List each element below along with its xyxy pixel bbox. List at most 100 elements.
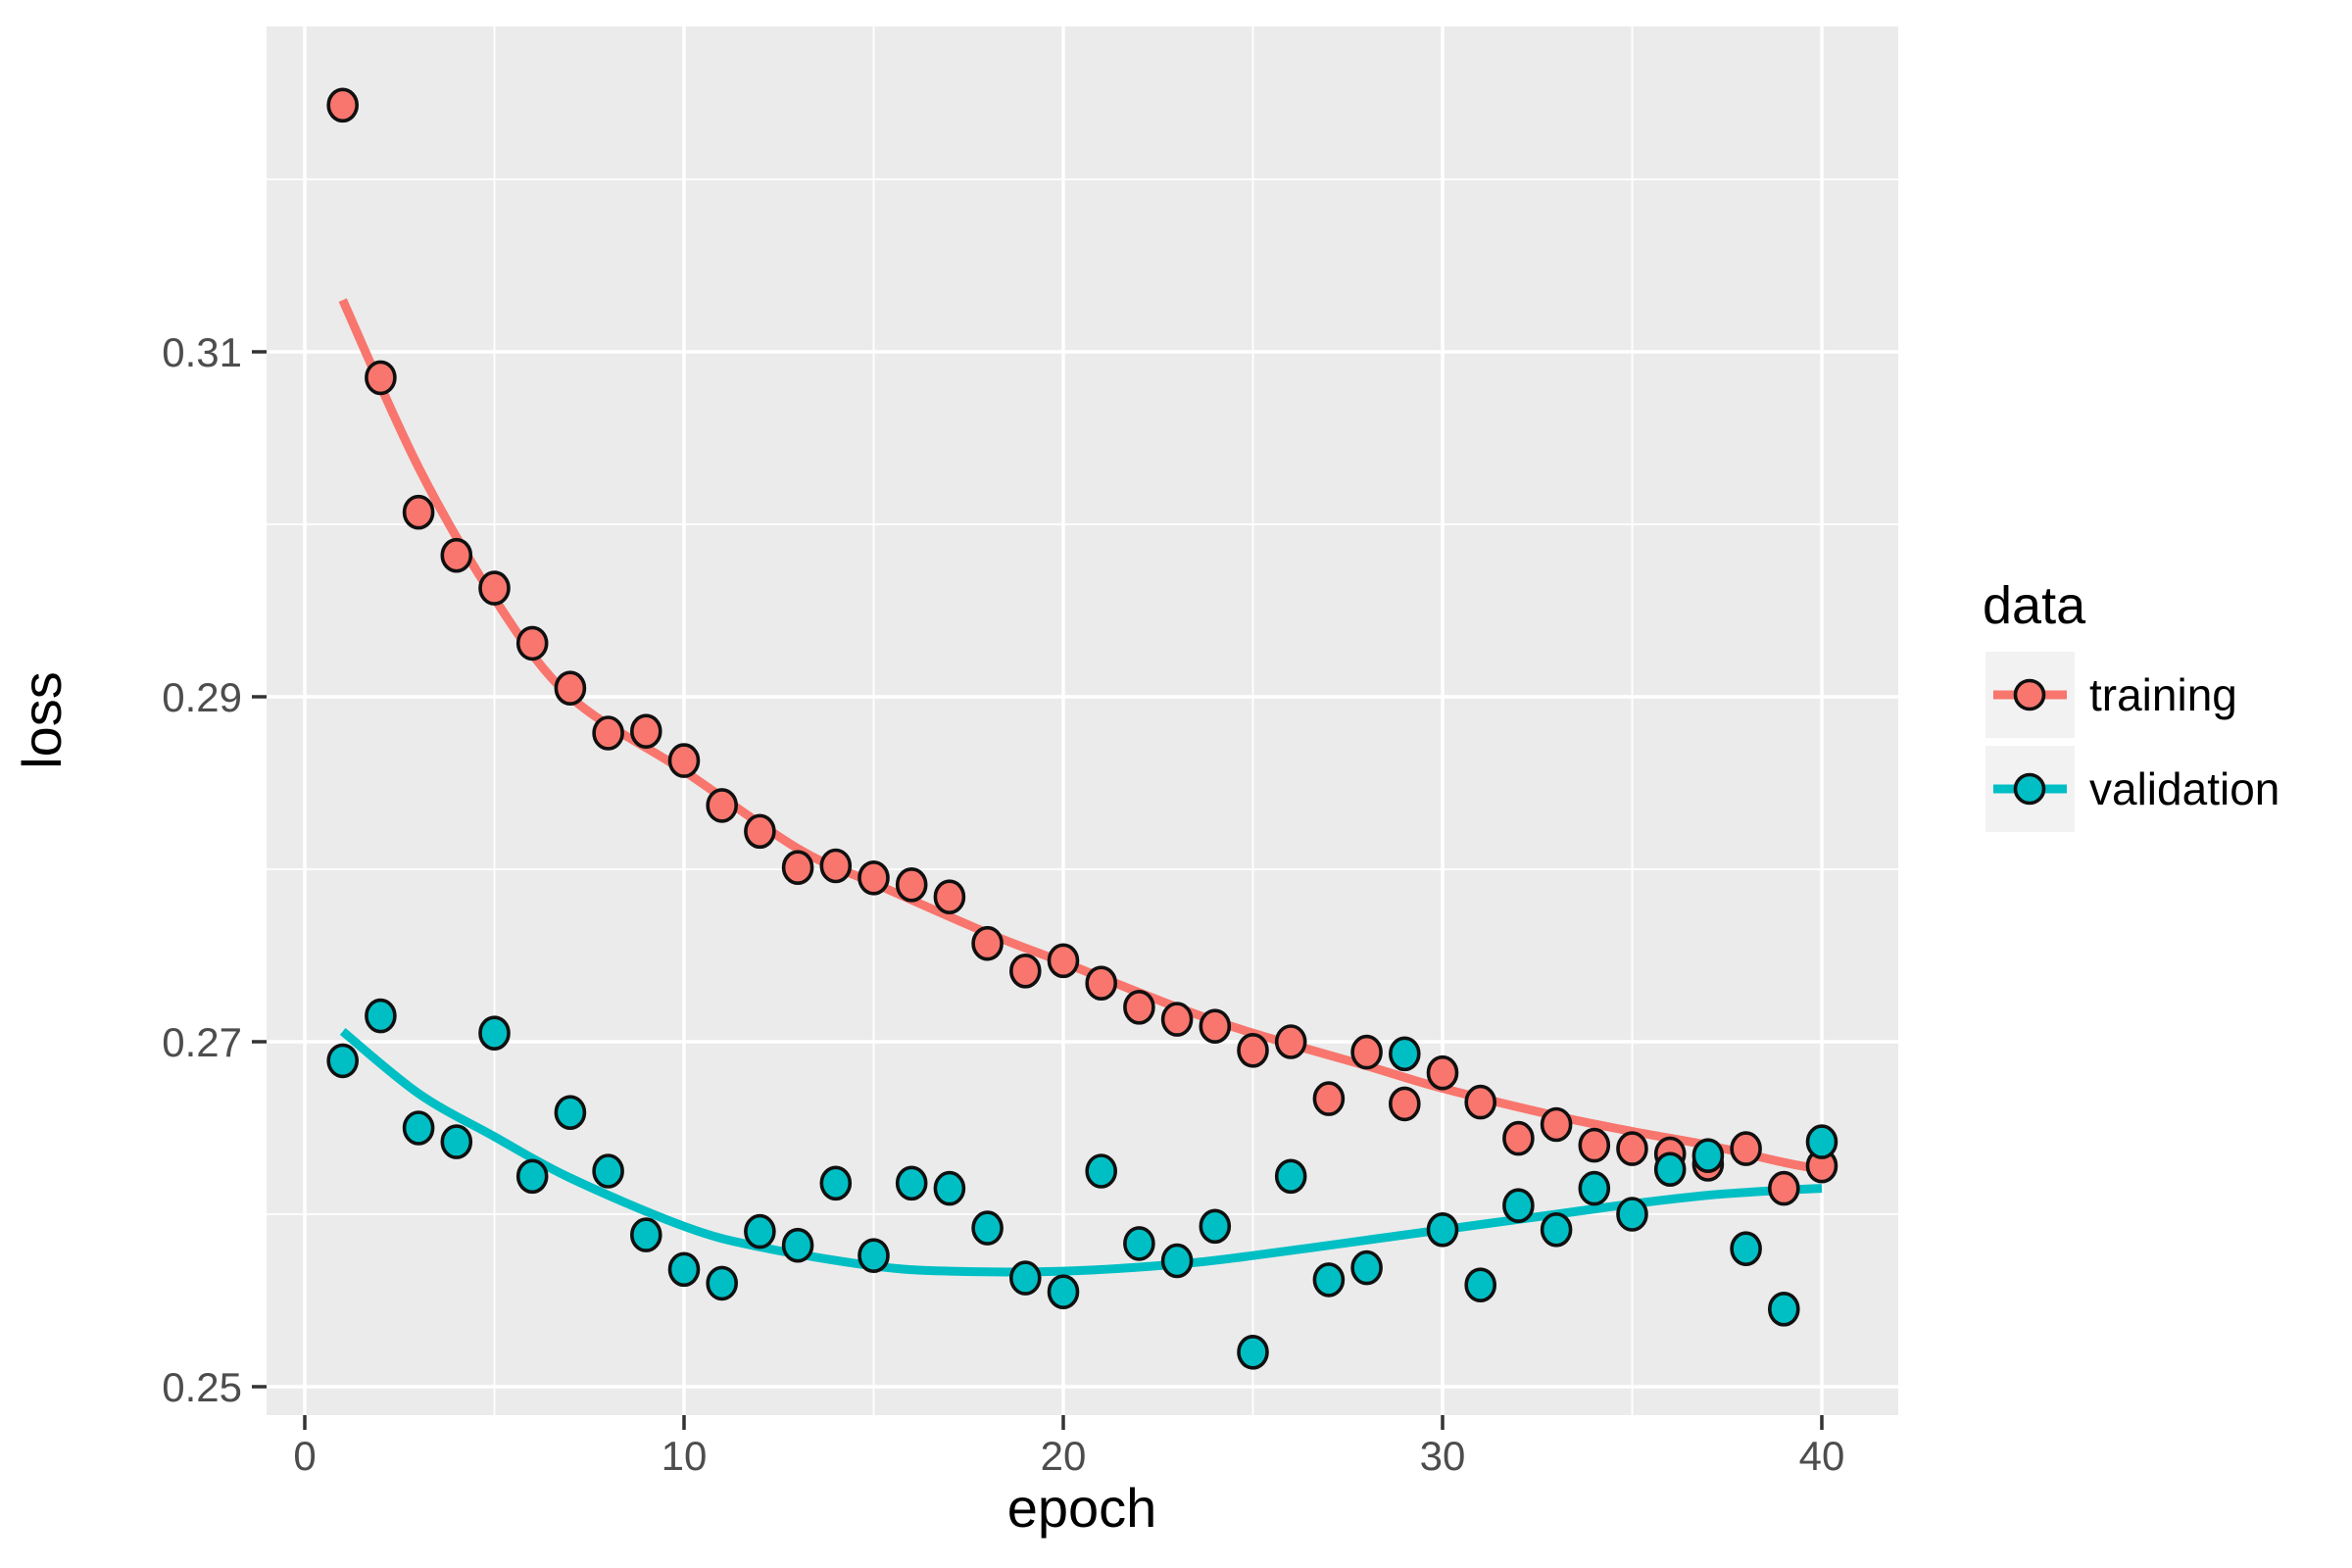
data-point-training (554, 670, 587, 707)
data-point-training (1389, 1086, 1421, 1122)
legend-entry-validation: validation (1985, 746, 2279, 832)
data-point-training (1009, 953, 1042, 989)
data-point-training (895, 866, 928, 903)
data-point-training (1085, 965, 1117, 1002)
x-axis-title: epoch (1007, 1477, 1157, 1539)
data-point-validation (554, 1095, 587, 1130)
data-point-training (1274, 1024, 1307, 1059)
data-point-validation (1805, 1124, 1838, 1159)
data-point-validation (629, 1217, 662, 1252)
data-point-validation (971, 1210, 1004, 1246)
legend-key-point-training (2013, 678, 2046, 711)
data-point-training (781, 850, 814, 886)
data-point-training (1123, 990, 1155, 1025)
major-gridlines (267, 26, 1898, 1415)
data-point-training (819, 848, 853, 884)
data-point-training (933, 879, 966, 915)
data-point-validation (1426, 1212, 1459, 1248)
data-point-validation (1540, 1212, 1573, 1248)
data-point-training (1464, 1084, 1496, 1120)
data-point-training (1047, 943, 1080, 979)
data-point-training (402, 494, 435, 530)
data-point-training (1502, 1120, 1535, 1156)
data-point-training (1350, 1034, 1383, 1070)
legend: data training validation (1983, 576, 2279, 832)
plot-panel (267, 26, 1898, 1415)
data-point-training (1160, 1002, 1194, 1037)
data-point-training (1578, 1127, 1611, 1163)
data-point-validation (1123, 1226, 1155, 1261)
x-axis-tick-labels: 0 10 20 30 40 (293, 1433, 1844, 1479)
y-tick-label: 0.25 (162, 1364, 242, 1410)
x-tick-label: 20 (1041, 1433, 1087, 1479)
data-point-training (667, 743, 701, 778)
data-point-training (1730, 1131, 1762, 1166)
x-tick-label: 0 (293, 1433, 316, 1479)
y-axis-tick-labels: 0.25 0.27 0.29 0.31 (162, 329, 242, 1410)
data-point-validation (781, 1227, 814, 1263)
data-point-training (592, 715, 624, 751)
data-point-training (440, 537, 473, 573)
data-point-training (1426, 1054, 1459, 1091)
data-point-validation (819, 1165, 853, 1201)
data-point-validation (592, 1153, 624, 1189)
data-point-validation (1389, 1036, 1421, 1072)
data-point-validation (1312, 1262, 1346, 1298)
data-point-validation (706, 1265, 739, 1301)
data-point-validation (744, 1213, 776, 1250)
data-point-validation (1691, 1138, 1725, 1173)
y-tick-label: 0.29 (162, 674, 242, 720)
legend-entry-training: training (1985, 652, 2237, 738)
data-point-training (1199, 1008, 1232, 1044)
data-point-validation (1160, 1243, 1194, 1279)
y-tick-label: 0.31 (162, 329, 242, 375)
data-point-validation (365, 998, 397, 1034)
legend-label-training: training (2089, 669, 2237, 720)
data-point-training (1540, 1106, 1573, 1143)
data-point-validation (1464, 1267, 1496, 1302)
data-point-validation (1653, 1152, 1687, 1187)
axis-tick-marks (252, 350, 1824, 1430)
data-point-validation (1047, 1274, 1080, 1309)
data-point-validation (1085, 1153, 1117, 1189)
data-point-validation (440, 1124, 473, 1159)
data-point-validation (478, 1015, 511, 1051)
data-point-training (629, 713, 662, 750)
data-point-training (1312, 1081, 1346, 1116)
data-points (326, 87, 1838, 1370)
data-point-validation (858, 1238, 890, 1273)
data-point-training (971, 925, 1004, 961)
data-point-validation (933, 1170, 966, 1206)
data-point-validation (1274, 1158, 1307, 1195)
x-tick-label: 40 (1799, 1433, 1845, 1479)
data-point-training (858, 859, 890, 896)
data-point-validation (515, 1158, 549, 1195)
y-axis-title: loss (11, 671, 73, 769)
data-point-validation (402, 1110, 435, 1146)
data-point-training (478, 570, 511, 606)
legend-title: data (1983, 576, 2086, 635)
data-point-training (744, 813, 776, 850)
data-point-training (706, 788, 739, 823)
data-point-training (515, 625, 549, 662)
data-point-validation (1768, 1292, 1800, 1327)
data-point-training (365, 360, 397, 396)
data-point-validation (1199, 1208, 1232, 1245)
x-tick-label: 10 (662, 1433, 708, 1479)
data-point-training (1237, 1033, 1269, 1068)
y-tick-label: 0.27 (162, 1019, 242, 1065)
data-point-validation (1350, 1250, 1383, 1286)
data-point-validation (1009, 1260, 1042, 1296)
data-point-validation (1237, 1335, 1269, 1370)
data-point-validation (1502, 1188, 1535, 1223)
x-tick-label: 30 (1420, 1433, 1466, 1479)
data-point-validation (895, 1165, 928, 1201)
data-point-training (1768, 1170, 1800, 1206)
data-point-validation (1578, 1170, 1611, 1206)
legend-label-validation: validation (2089, 763, 2279, 814)
data-point-training (326, 87, 360, 123)
data-point-validation (667, 1251, 701, 1288)
minor-gridlines (267, 26, 1898, 1415)
